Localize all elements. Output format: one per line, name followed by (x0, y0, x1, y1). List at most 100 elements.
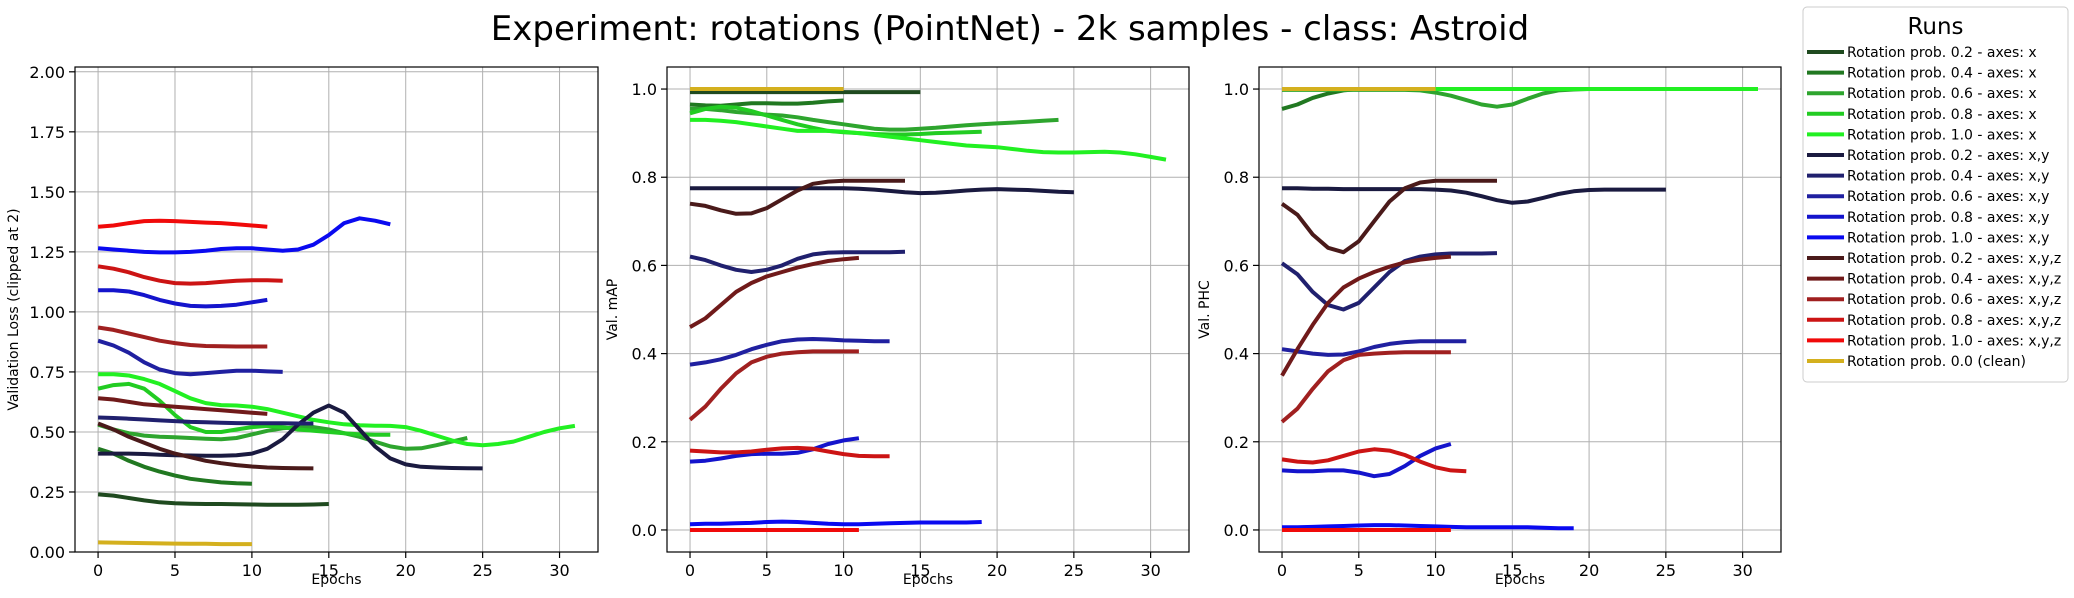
chart-panel: 0 5 10 15 20 25 30 0.00 0.25 0.50 0.75 1.00 1.25 1.50… (6, 63, 599, 588)
x-tick-label: 0 (685, 561, 695, 580)
y-tick-label: 0.8 (1224, 168, 1249, 187)
y-tick-label: 0.6 (1224, 256, 1249, 275)
series-group (1280, 87, 1758, 532)
series-line (97, 421, 314, 471)
series-line (688, 349, 859, 422)
x-tick-label: 25 (1064, 561, 1084, 580)
series-line (689, 445, 890, 459)
plot-frame (74, 66, 599, 553)
legend-title: Runs (1907, 14, 1963, 40)
series-line (1281, 442, 1452, 479)
x-tick-label: 5 (1354, 561, 1364, 580)
series-line (97, 218, 268, 229)
y-tick-label: 0.4 (1224, 345, 1249, 364)
legend-entry: Rotation prob. 0.8 - axes: x (1847, 107, 2037, 123)
legend-entry: Rotation prob. 0.0 (clean) (1847, 354, 2026, 370)
legend-entry: Rotation prob. 0.8 - axes: x,y,z (1847, 313, 2061, 329)
series-line (97, 381, 391, 437)
series-line (97, 264, 283, 286)
y-tick-label: 1.75 (29, 123, 65, 142)
y-tick-label: 2.00 (29, 63, 65, 82)
series-line (98, 372, 576, 448)
legend-entry: Rotation prob. 1.0 - axes: x (1847, 127, 2037, 143)
series-line (1280, 350, 1451, 424)
series-line (97, 338, 283, 377)
series-group (688, 87, 1167, 532)
series-line (689, 436, 860, 464)
legend-entry: Rotation prob. 0.6 - axes: x (1847, 86, 2037, 102)
x-tick-label: 20 (1579, 561, 1599, 580)
series-line (97, 216, 391, 255)
series-line (689, 178, 905, 216)
x-tick-label: 0 (1277, 561, 1287, 580)
y-tick-label: 1.50 (29, 183, 65, 202)
series-line (1282, 87, 1651, 109)
series-line (98, 403, 483, 471)
y-tick-label: 0.2 (632, 433, 657, 452)
y-tick-label: 0.8 (632, 168, 657, 187)
x-tick-label: 25 (1656, 561, 1676, 580)
x-tick-label: 30 (549, 561, 569, 580)
y-tick-label: 0.4 (632, 345, 657, 364)
series-line (689, 519, 982, 527)
x-tick-label: 10 (242, 561, 262, 580)
series-line (689, 337, 890, 367)
series-line (690, 106, 1059, 132)
y-tick-label: 0.50 (29, 423, 65, 442)
y-tick-label: 0.25 (29, 483, 65, 502)
series-line (689, 255, 860, 329)
y-tick-label: 0.00 (29, 543, 65, 562)
legend-frame (1802, 6, 2069, 383)
x-tick-label: 10 (833, 561, 853, 580)
legend-entry: Rotation prob. 0.4 - axes: x,y,z (1847, 272, 2061, 288)
series-line (689, 98, 844, 108)
y-tick-label: 0.0 (1224, 521, 1249, 540)
series-line (1280, 251, 1498, 312)
legend-entry: Rotation prob. 0.6 - axes: x,y (1847, 189, 2049, 205)
x-axis-label: Epochs (311, 572, 361, 588)
series-line (97, 446, 252, 486)
legend-entry: Rotation prob. 0.2 - axes: x,y (1847, 148, 2049, 164)
series-line (1280, 178, 1497, 255)
series-line (98, 415, 314, 426)
x-tick-label: 5 (762, 561, 772, 580)
plot-frame (1258, 66, 1782, 553)
legend-entry: Rotation prob. 0.6 - axes: x,y,z (1847, 292, 2061, 308)
x-tick-label: 30 (1732, 561, 1752, 580)
x-tick-label: 30 (1140, 561, 1160, 580)
series-line (690, 186, 1074, 196)
series-line (1282, 186, 1666, 205)
series-line (97, 396, 268, 416)
y-tick-label: 0.2 (1224, 433, 1249, 452)
series-line (1281, 447, 1467, 474)
y-axis-label: Val. PHC (1197, 280, 1213, 339)
x-tick-label: 5 (170, 561, 180, 580)
series-line (97, 492, 329, 507)
legend-entry: Rotation prob. 0.4 - axes: x,y (1847, 169, 2049, 185)
y-tick-label: 1.0 (1224, 80, 1249, 99)
legend: Runs Rotation prob. 0.2 - axes: x Rotation… (1802, 6, 2069, 383)
chart-panel: 0 5 10 15 20 25 30 0.0 0.2 0.4 0.6 0.8 1.0 Epochs Val.… (605, 66, 1190, 588)
y-axis-label: Val. mAP (605, 279, 621, 341)
series-line (1282, 523, 1574, 531)
series-line (1280, 254, 1452, 377)
y-tick-label: 0.0 (632, 521, 657, 540)
legend-entry: Rotation prob. 1.0 - axes: x,y (1847, 230, 2049, 246)
x-tick-label: 15 (910, 561, 930, 580)
series-line (1281, 339, 1467, 357)
legend-entry: Rotation prob. 0.2 - axes: x,y,z (1847, 251, 2061, 267)
chart-panel: 0 5 10 15 20 25 30 0.0 0.2 0.4 0.6 0.8 1.0 Epochs Val.… (1197, 66, 1782, 588)
series-line (689, 249, 906, 274)
series-line (690, 117, 1167, 162)
series-line (98, 288, 268, 309)
chart-panels: 0 5 10 15 20 25 300.000.250.500.751.001.251.50… (6, 63, 1782, 588)
series-group (97, 216, 576, 547)
x-tick-label: 10 (1425, 561, 1445, 580)
y-tick-label: 1.25 (29, 243, 65, 262)
y-tick-label: 1.00 (29, 303, 65, 322)
x-tick-label: 0 (93, 561, 103, 580)
x-axis-label: Epochs (903, 572, 953, 588)
legend-entry: Rotation prob. 0.4 - axes: x (1847, 66, 2037, 82)
legend-entry: Rotation prob. 1.0 - axes: x,y,z (1847, 333, 2061, 349)
x-axis-label: Epochs (1495, 572, 1545, 588)
